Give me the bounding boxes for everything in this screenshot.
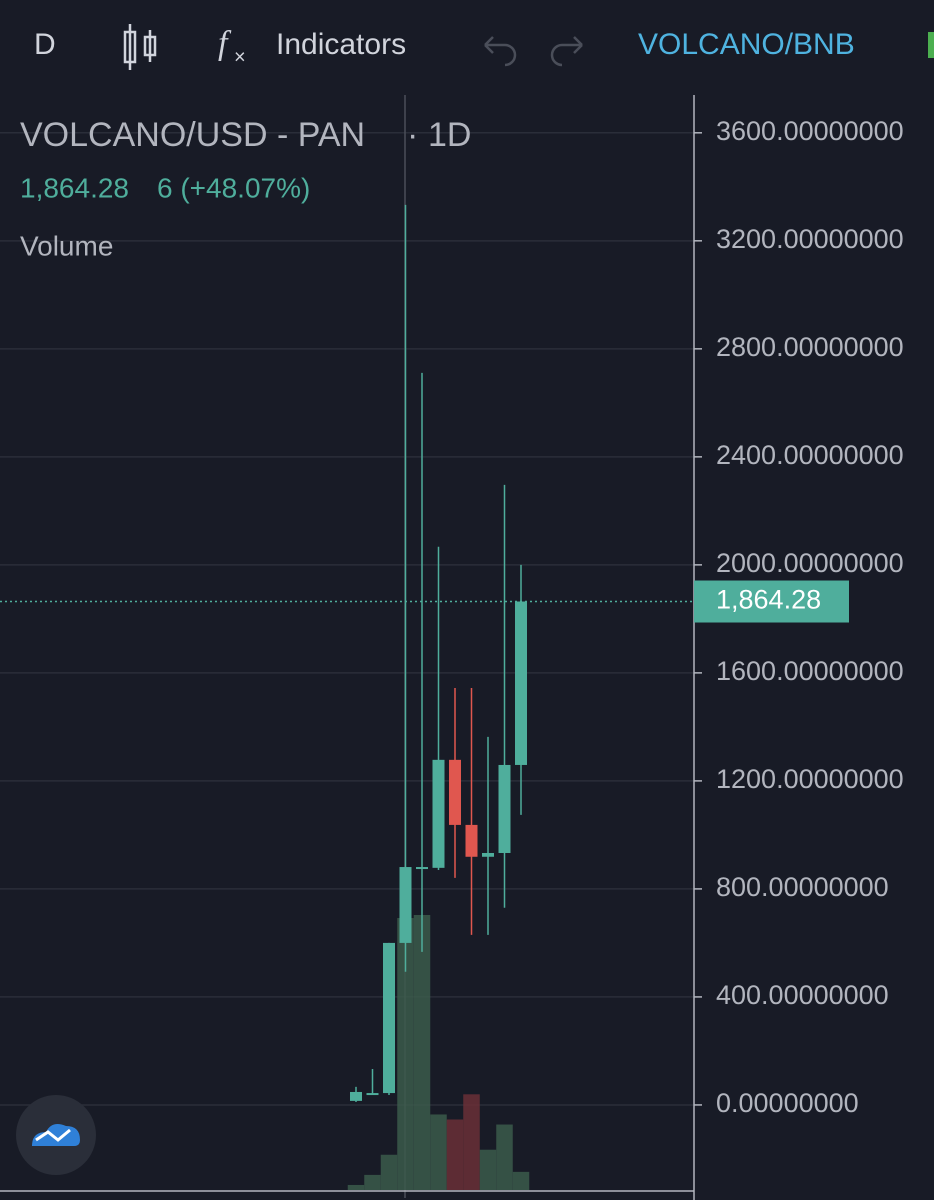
y-tick-label: 2000.00000000 [716, 548, 904, 578]
plot: 1,864.28 [0, 204, 849, 1190]
price-tag-label: 1,864.28 [716, 585, 821, 615]
volume-label: Volume [20, 230, 113, 261]
price-tag [694, 580, 849, 623]
volume-bar [430, 1114, 447, 1190]
candle-body [366, 1093, 379, 1096]
candle-body [399, 867, 412, 943]
y-tick-label: 2800.00000000 [716, 332, 904, 362]
compare-symbol[interactable]: VOLCANO/BNB [638, 28, 855, 61]
volume-bar [364, 1174, 381, 1190]
y-tick-label: 0.00000000 [716, 1088, 859, 1118]
volume-bar [380, 1154, 398, 1190]
volume-bar [446, 1119, 464, 1190]
interval-button[interactable]: D [34, 28, 56, 61]
volume-bar [479, 1149, 497, 1190]
y-tick-label: 3200.00000000 [716, 224, 904, 254]
legend-price: 1,864.28 [20, 172, 129, 203]
redo-button[interactable] [550, 36, 583, 67]
candle-body [416, 867, 428, 870]
chart-interval: 1D [428, 116, 471, 154]
volume-bar [496, 1124, 513, 1190]
volume-bar [413, 915, 431, 1190]
candle-body [482, 852, 494, 857]
chart-type-button[interactable] [123, 24, 157, 70]
y-tick-label: 3600.00000000 [716, 116, 904, 146]
separator: · [407, 116, 418, 154]
volume-bar [397, 918, 414, 1190]
candle-body [449, 759, 461, 825]
svg-text:×: × [234, 46, 246, 68]
y-tick-label: 2400.00000000 [716, 440, 904, 470]
candle-body [432, 759, 445, 868]
toolbar-edge [928, 32, 934, 58]
candle-body [498, 764, 511, 853]
logo-button[interactable] [16, 1095, 96, 1175]
volume-bar [463, 1094, 480, 1190]
volume-bar [512, 1171, 530, 1190]
legend-change: 6 (+48.07%) [157, 172, 310, 203]
y-tick-label: 800.00000000 [716, 872, 889, 902]
candle-body [383, 942, 395, 1094]
y-tick-label: 400.00000000 [716, 980, 889, 1010]
indicators-button[interactable]: Indicators [276, 28, 406, 61]
candle-body [465, 824, 478, 857]
volume-bar [347, 1184, 365, 1190]
grid: 0.00000000 400.00000000 800.00000000 1200.0… [0, 116, 904, 1118]
y-tick-label: 1200.00000000 [716, 764, 904, 794]
y-tick-label: 1600.00000000 [716, 656, 904, 686]
candle-body [350, 1091, 362, 1101]
undo-button[interactable] [484, 36, 517, 67]
candle-body [515, 601, 527, 765]
chart-title: VOLCANO/USD - PAN [20, 116, 365, 154]
